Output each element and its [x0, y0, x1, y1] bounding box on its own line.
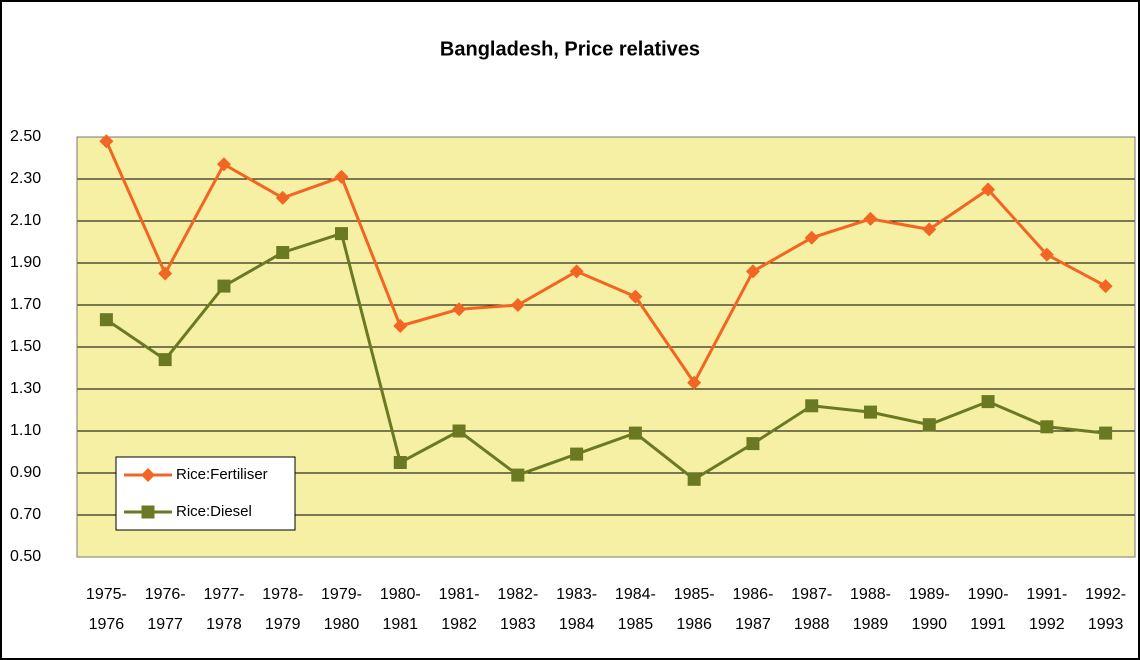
- data-point: [1099, 426, 1113, 440]
- x-tick-label: 1980-: [380, 586, 421, 603]
- data-point: [981, 182, 996, 197]
- data-point: [1098, 279, 1113, 294]
- x-tick-label: 1984-: [615, 586, 656, 603]
- x-tick-label: 1984: [559, 616, 595, 633]
- data-point: [628, 289, 643, 304]
- data-point: [922, 222, 937, 237]
- x-tick-label: 1988-: [850, 586, 891, 603]
- data-point: [452, 424, 466, 438]
- x-tick-label: 1977-: [203, 586, 244, 603]
- x-tick-label: 1977: [147, 616, 183, 633]
- data-point: [158, 266, 173, 281]
- x-tick-label: 1979: [265, 616, 301, 633]
- data-point: [1040, 420, 1054, 434]
- data-point: [217, 279, 231, 293]
- data-point: [393, 319, 408, 333]
- y-tick-label: 2.30: [10, 170, 41, 187]
- data-point: [511, 468, 525, 482]
- y-tick-label: 2.10: [10, 212, 41, 229]
- data-point: [510, 298, 525, 312]
- data-point: [99, 134, 114, 149]
- data-point: [334, 169, 349, 184]
- data-point: [922, 418, 936, 432]
- y-tick-label: 1.70: [10, 296, 41, 313]
- data-point: [158, 353, 172, 367]
- x-tick-label: 1979-: [321, 586, 362, 603]
- y-tick-label: 2.50: [10, 128, 41, 145]
- x-tick-label: 1983-: [556, 586, 597, 603]
- x-tick-label: 1991: [970, 616, 1006, 633]
- x-tick-label: 1976: [89, 616, 125, 633]
- data-point: [864, 405, 877, 419]
- data-point: [628, 426, 642, 440]
- data-point: [805, 399, 819, 413]
- x-tick-label: 1976-: [145, 586, 186, 603]
- data-point: [687, 375, 702, 390]
- y-tick-label: 0.70: [10, 506, 41, 523]
- legend-label: Rice:Fertiliser: [176, 466, 268, 483]
- data-point: [452, 302, 467, 317]
- x-tick-label: 1990: [911, 616, 947, 633]
- x-tick-label: 1975-: [86, 586, 127, 603]
- series-line: [105, 140, 1107, 386]
- y-tick-label: 0.50: [10, 548, 41, 565]
- y-tick-label: 1.30: [10, 380, 41, 397]
- y-tick-label: 1.50: [10, 338, 41, 355]
- data-point: [804, 230, 819, 245]
- data-point: [687, 472, 701, 486]
- x-tick-label: 1993: [1088, 616, 1124, 633]
- data-point: [335, 227, 348, 241]
- data-point: [99, 313, 113, 327]
- legend-label: Rice:Diesel: [176, 503, 252, 520]
- data-point: [745, 264, 760, 279]
- data-point: [746, 437, 760, 451]
- x-tick-label: 1992-: [1085, 586, 1126, 603]
- y-tick-label: 1.90: [10, 254, 41, 271]
- x-tick-label: 1986-: [732, 586, 773, 603]
- data-point: [863, 211, 878, 226]
- x-tick-label: 1987: [735, 616, 771, 633]
- x-tick-label: 1983: [500, 616, 536, 633]
- plot-border: [76, 136, 1136, 558]
- data-point: [276, 246, 290, 259]
- x-tick-label: 1990-: [968, 586, 1009, 603]
- x-tick-label: 1985: [618, 616, 654, 633]
- x-tick-label: 1992: [1029, 616, 1065, 633]
- x-tick-label: 1982: [441, 616, 477, 633]
- x-tick-label: 1991-: [1026, 586, 1067, 603]
- y-tick-label: 1.10: [10, 422, 41, 439]
- x-tick-label: 1980: [324, 616, 360, 633]
- data-point: [393, 456, 407, 469]
- x-tick-label: 1982-: [497, 586, 538, 603]
- chart-title: Bangladesh, Price relatives: [440, 38, 700, 60]
- legend-marker: [141, 468, 155, 482]
- x-tick-label: 1978-: [262, 586, 303, 603]
- x-tick-label: 1981-: [439, 586, 480, 603]
- x-tick-label: 1987-: [791, 586, 832, 603]
- data-point: [1039, 247, 1054, 262]
- x-tick-label: 1981: [382, 616, 418, 633]
- data-point: [570, 447, 584, 461]
- x-tick-label: 1978: [206, 616, 242, 633]
- legend-marker: [141, 505, 155, 519]
- series-line: [105, 231, 1106, 482]
- x-tick-label: 1989: [853, 616, 889, 633]
- data-point: [275, 190, 290, 205]
- x-tick-label: 1988: [794, 616, 830, 633]
- data-point: [216, 157, 231, 172]
- x-tick-label: 1985-: [674, 586, 715, 603]
- x-tick-label: 1986: [676, 616, 712, 633]
- y-tick-label: 0.90: [10, 464, 41, 481]
- data-point: [981, 395, 995, 409]
- x-tick-label: 1989-: [909, 586, 950, 603]
- data-point: [569, 264, 584, 279]
